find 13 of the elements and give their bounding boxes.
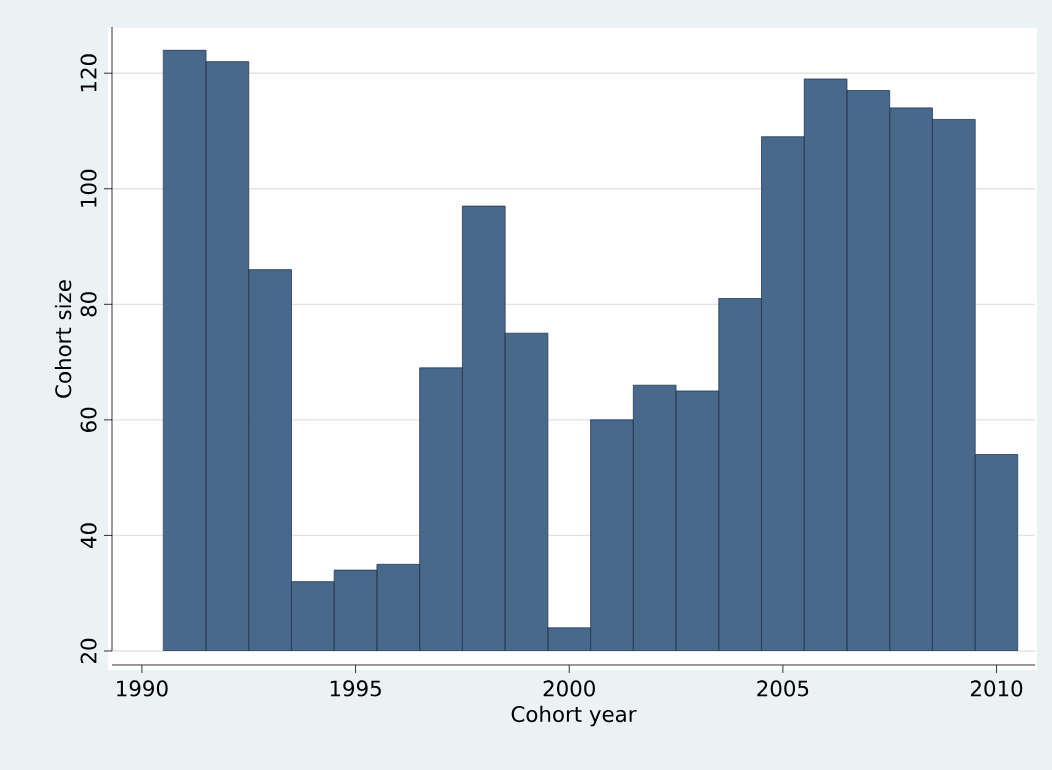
- y-tick-label: 80: [80, 292, 97, 317]
- y-tick-label: 40: [80, 523, 97, 548]
- y-tick-label: 100: [80, 169, 97, 207]
- y-axis-title: Cohort size: [54, 280, 72, 398]
- y-tick-label: 120: [80, 54, 97, 92]
- y-tick-label: 20: [80, 638, 97, 663]
- x-tick-label: 1990: [117, 680, 168, 697]
- x-tick-label: 2010: [970, 680, 1023, 697]
- y-tick-label: 60: [80, 407, 97, 432]
- x-tick-label: 2005: [757, 680, 809, 697]
- x-tick-label: 1995: [330, 680, 381, 697]
- x-axis-title: Cohort year: [511, 705, 637, 727]
- x-tick-label: 2000: [543, 680, 595, 697]
